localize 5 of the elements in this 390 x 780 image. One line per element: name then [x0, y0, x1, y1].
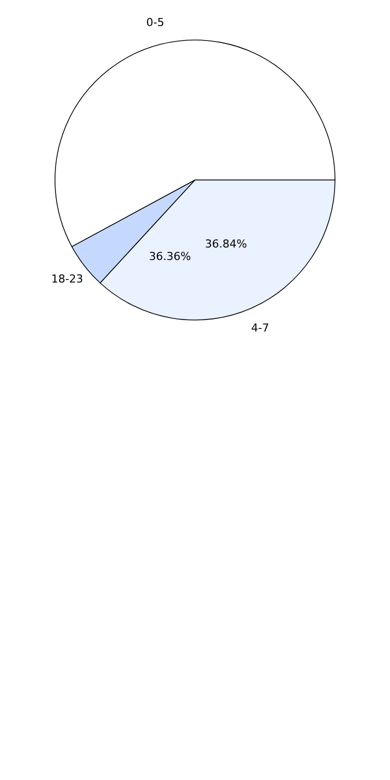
data-label: 36.84%: [204, 238, 247, 251]
text: 36.36%: [149, 250, 191, 263]
slice-label: 4-7: [251, 321, 270, 334]
slice-label: 18-23: [51, 272, 84, 286]
slice-label: 0-5: [146, 16, 164, 29]
